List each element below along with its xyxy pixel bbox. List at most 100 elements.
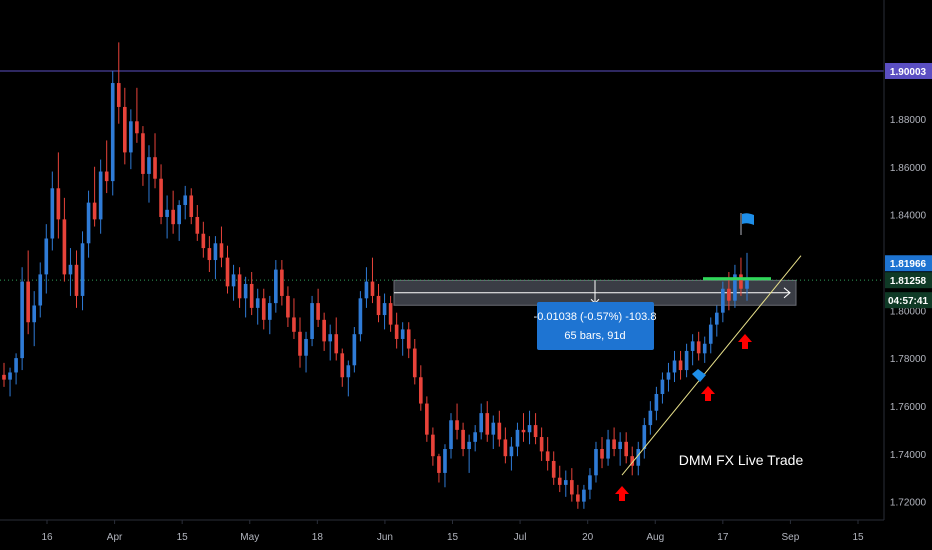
- candle-up: [721, 288, 725, 313]
- candle-down: [104, 171, 109, 182]
- candle-up: [346, 365, 351, 378]
- candle-up: [86, 202, 91, 244]
- trendline[interactable]: [621, 255, 802, 476]
- candle-up: [606, 439, 610, 459]
- candle-down: [141, 133, 145, 174]
- candle-up: [443, 449, 447, 473]
- price-tick-label: 1.76000: [890, 402, 927, 413]
- candle-down: [551, 460, 556, 478]
- candle-up: [702, 343, 707, 354]
- candle-up: [491, 422, 496, 435]
- candle-down: [600, 449, 604, 459]
- candle-up: [745, 279, 749, 289]
- green-marker: [703, 277, 771, 281]
- candle-down: [425, 403, 429, 435]
- candle-down: [370, 281, 375, 296]
- zone-arrowhead: [783, 287, 791, 299]
- level-price-tag: [885, 63, 932, 80]
- candle-down: [92, 202, 97, 220]
- measure-line-2: 65 bars, 91d: [564, 330, 625, 342]
- time-axis[interactable]: 16 Apr 15 May 18 Jun 15 Jul 20 Aug 17 Sep 15: [0, 519, 884, 543]
- candle-down: [630, 456, 635, 466]
- candle-down: [570, 480, 574, 495]
- time-tick-label: 17: [717, 532, 729, 543]
- candle-down: [298, 331, 302, 356]
- candle-up: [714, 312, 719, 325]
- annotation-text: DMM FX Live Trade: [679, 452, 804, 468]
- candle-down: [56, 188, 61, 220]
- candle-up: [594, 449, 598, 476]
- measure-box[interactable]: -0.01038 (-0.57%) -103.8 65 bars, 91d: [534, 302, 657, 350]
- candle-down: [539, 437, 544, 452]
- candle-down: [286, 295, 290, 318]
- candle-down: [123, 106, 127, 153]
- plot-area[interactable]: -0.01038 (-0.57%) -103.8 65 bars, 91d DM…: [0, 42, 884, 509]
- candle-up: [8, 372, 12, 380]
- price-tick-label: 1.74000: [890, 450, 927, 461]
- candle-down: [316, 303, 320, 320]
- price-tick-label: 1.80000: [890, 306, 927, 317]
- candle-down: [612, 439, 616, 450]
- candle-up: [80, 243, 85, 296]
- candle-up: [400, 329, 405, 339]
- candle-up: [267, 303, 272, 320]
- candle-down: [678, 360, 683, 371]
- candle-up: [648, 410, 653, 426]
- candle-up: [304, 338, 308, 356]
- high-price-tag: [885, 255, 932, 272]
- candle-up: [449, 420, 453, 450]
- candle-up: [642, 425, 647, 450]
- candle-up: [618, 441, 622, 450]
- price-tick-label: 1.78000: [890, 354, 927, 365]
- up-arrow-icon: [615, 486, 629, 501]
- candle-up: [382, 303, 387, 316]
- candle-up: [255, 298, 260, 308]
- candle-down: [135, 121, 139, 134]
- candle-up: [733, 274, 737, 301]
- price-tick-label: 1.72000: [890, 498, 927, 509]
- candle-down: [461, 429, 465, 450]
- up-arrow-icon: [701, 386, 715, 401]
- candle-down: [533, 425, 538, 438]
- time-tick-label: Sep: [782, 532, 800, 543]
- candle-up: [515, 429, 520, 447]
- time-tick-label: Jul: [514, 532, 527, 543]
- time-tick-label: 15: [852, 532, 864, 543]
- candle-down: [418, 377, 423, 404]
- candle-up: [274, 269, 278, 304]
- candle-up: [660, 379, 665, 394]
- price-axis[interactable]: 1.720001.740001.760001.780001.800001.820…: [883, 0, 932, 520]
- candle-down: [394, 324, 399, 339]
- candle-up: [243, 283, 248, 299]
- time-tick-label: 16: [41, 532, 53, 543]
- candle-up: [563, 480, 568, 485]
- candle-down: [62, 219, 67, 275]
- candle-down: [340, 353, 345, 378]
- time-tick-label: Apr: [107, 532, 123, 543]
- candle-down: [431, 434, 435, 457]
- time-tick-label: 20: [582, 532, 594, 543]
- candle-up: [32, 305, 37, 323]
- candle-down: [739, 274, 743, 289]
- candle-down: [159, 178, 163, 217]
- price-tick-label: 1.88000: [890, 115, 927, 126]
- candle-up: [467, 441, 471, 450]
- candle-down: [503, 439, 508, 457]
- candle-down: [219, 243, 224, 258]
- candle-down: [280, 269, 284, 296]
- candle-down: [2, 374, 6, 380]
- candle-up: [352, 334, 357, 366]
- countdown-label: 04:57:41: [888, 296, 928, 307]
- candle-down: [195, 216, 200, 234]
- time-tick-label: 18: [312, 532, 324, 543]
- candle-down: [406, 329, 411, 349]
- candle-up: [358, 298, 363, 335]
- candle-up: [20, 281, 24, 359]
- candles-group: [2, 42, 749, 509]
- candle-up: [129, 121, 133, 153]
- candle-down: [485, 413, 490, 435]
- candle-up: [68, 264, 73, 275]
- candle-up: [147, 157, 151, 174]
